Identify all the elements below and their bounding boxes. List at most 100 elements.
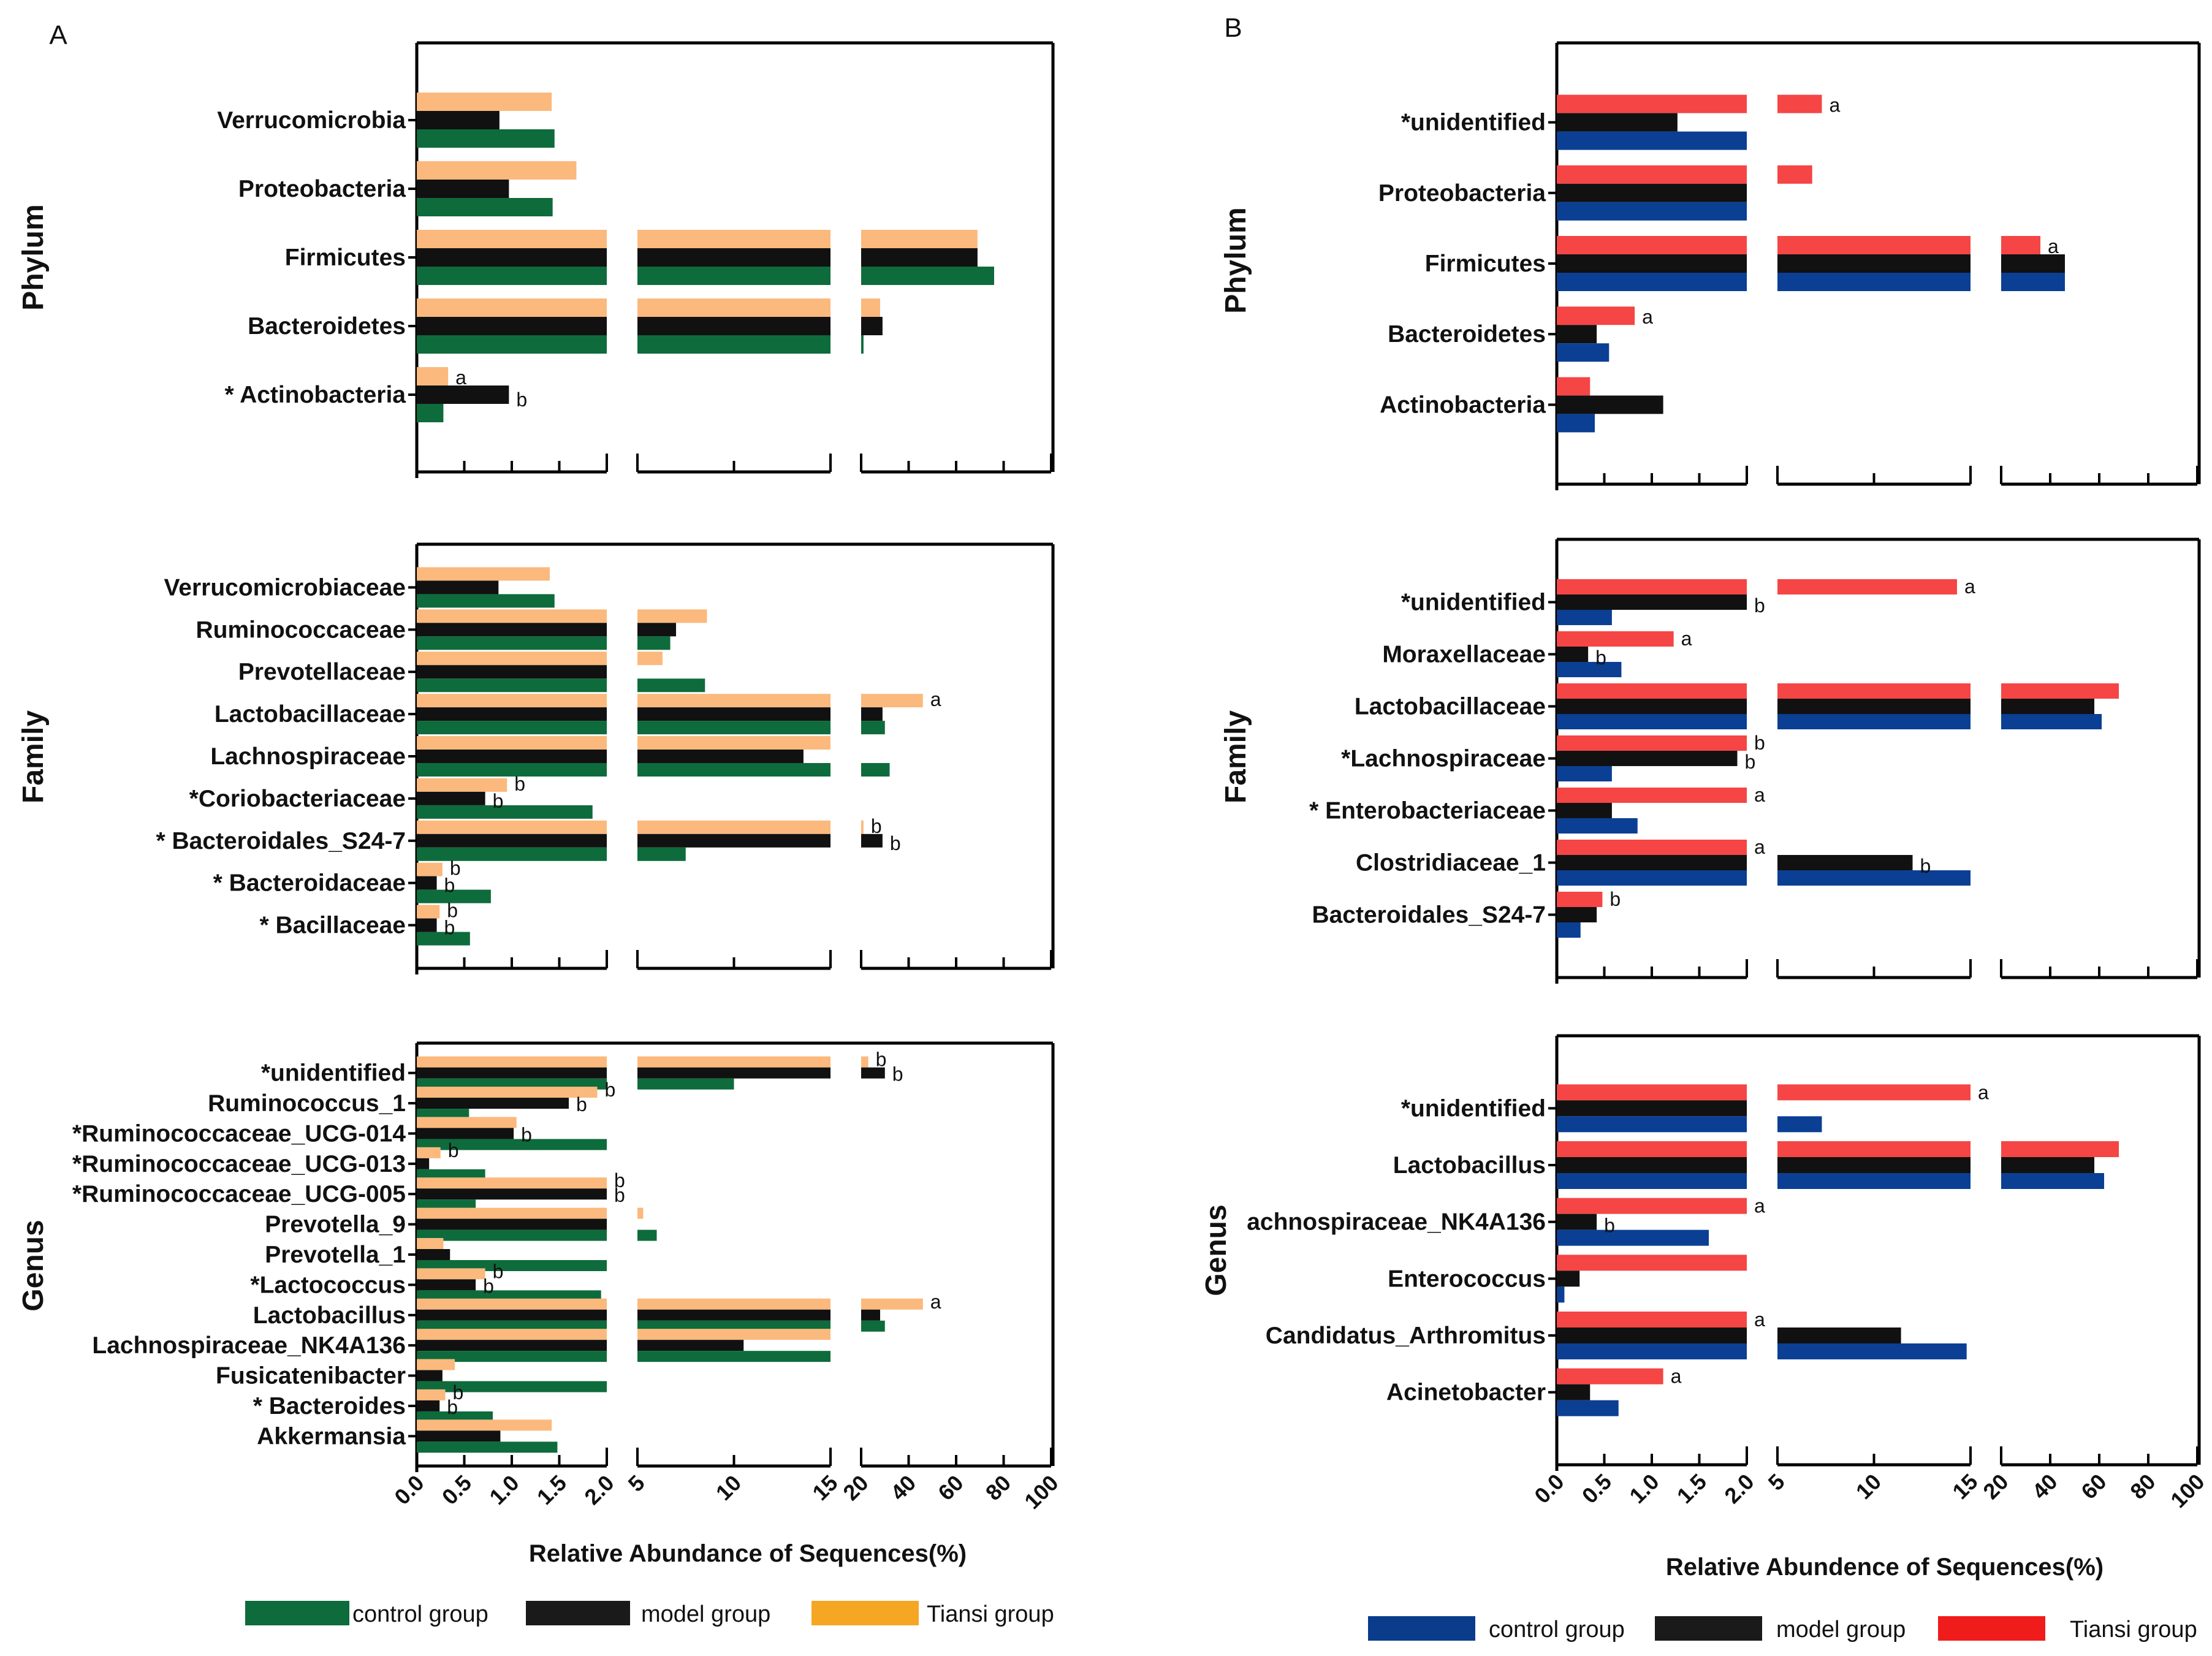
panel-a-phylum-bar-control xyxy=(417,335,607,354)
panel-a-family-bar-control xyxy=(417,847,607,861)
panel-a-family-bar-tiansi xyxy=(637,694,830,708)
panel-b-phylum-bar-tiansi xyxy=(1557,306,1635,325)
panel-a-family-bar-tiansi xyxy=(637,609,707,623)
panel-a-genus-category-label: *unidentified xyxy=(261,1060,406,1087)
panel-b-genus-category-label: Candidatus_Arthromitus xyxy=(1266,1323,1546,1349)
panel-a-family-bar-tiansi xyxy=(417,778,507,792)
panel-a-genus-sig-label-model: b xyxy=(521,1123,532,1145)
panel-a-x-axis-title: Relative Abundance of Sequences(%) xyxy=(529,1540,967,1567)
panel-a-family-category-label: * Bacteroidaceae xyxy=(213,870,406,897)
panel-b-phylum-category-label: Actinobacteria xyxy=(1380,392,1546,418)
panel-b-genus-category-label: Enterococcus xyxy=(1388,1266,1546,1292)
panel-a-family-bar-tiansi xyxy=(417,820,607,834)
panel-b-family-bar-control xyxy=(1557,610,1612,625)
panel-b-phylum-bar-control xyxy=(1777,273,1971,291)
panel-a-phylum-bar-control xyxy=(637,335,830,354)
panel-b-family-bar-control xyxy=(1557,818,1638,834)
panel-a-genus-bar-control xyxy=(637,1229,657,1241)
panel-a-genus-x-tick-label: 20 xyxy=(838,1470,873,1505)
panel-a-phylum-sig-label-tiansi: a xyxy=(455,367,466,389)
panel-a-phylum-bar-control xyxy=(417,129,555,148)
panel-a-genus-bar-tiansi xyxy=(637,1056,830,1068)
panel-a-family-bar-model xyxy=(417,750,607,763)
panel-a-phylum-bar-tiansi xyxy=(417,93,552,111)
panel-a-genus-sig-label-tiansi: b xyxy=(493,1260,504,1282)
panel-a-family-bar-tiansi xyxy=(417,567,550,581)
panel-a-phylum-bar-model xyxy=(417,386,509,404)
panel-a-genus-bar-model xyxy=(417,1128,514,1139)
panel-a-phylum-bar-tiansi xyxy=(417,230,607,248)
panel-a-phylum-category-label: * Actinobacteria xyxy=(225,382,406,408)
panel-a-genus-bar-model xyxy=(417,1309,607,1321)
panel-a-genus-x-tick-label: 10 xyxy=(711,1470,746,1505)
panel-a-genus-x-tick-label: 60 xyxy=(933,1470,968,1505)
panel-b-legend-swatch xyxy=(1938,1616,2045,1641)
panel-b-legend-swatch xyxy=(1368,1616,1475,1641)
panel-b-genus-x-tick-label: 5 xyxy=(1763,1469,1790,1495)
panel-b-family-sig-label-tiansi: b xyxy=(1754,732,1765,754)
panel-b-family-category-label: *unidentified xyxy=(1401,590,1546,616)
panel-b-genus-category-label: Lactobacillus xyxy=(1393,1152,1546,1179)
panel-a-genus-sig-label-tiansi: b xyxy=(453,1381,464,1403)
panel-b-genus-bar-control xyxy=(1557,1343,1747,1359)
panel-a-genus-bar-tiansi xyxy=(417,1087,598,1098)
panel-b-phylum-bar-control xyxy=(1557,343,1610,362)
panel-b-label: B xyxy=(1224,13,1242,43)
panel-a-genus-category-label: Prevotella_1 xyxy=(265,1242,406,1268)
panel-a-legend-swatch xyxy=(245,1601,349,1625)
panel-b-phylum-bar-tiansi xyxy=(1557,377,1591,396)
panel-b-phylum-sig-label-tiansi: a xyxy=(1829,94,1840,116)
panel-a-family-sig-label-model: b xyxy=(890,832,901,854)
panel-b-family-bar-model xyxy=(1777,855,1913,870)
panel-a-phylum-bar-model xyxy=(417,180,509,198)
panel-a-genus-bar-control xyxy=(417,1351,607,1362)
panel-a-genus-bar-model xyxy=(637,1309,830,1321)
panel-a-family-sig-label-model: b xyxy=(493,790,504,812)
panel-b-legend-label: model group xyxy=(1776,1617,1906,1643)
panel-a-genus-category-label: Prevotella_9 xyxy=(265,1212,406,1238)
panel-b-genus-bar-tiansi xyxy=(1557,1368,1663,1384)
panel-b-family-category-label: * Enterobacteriaceae xyxy=(1309,798,1546,824)
panel-b-genus-x-tick-label: 60 xyxy=(2076,1469,2111,1504)
panel-a-family-bar-control xyxy=(861,763,890,777)
panel-b-phylum-bar-control xyxy=(1557,273,1747,291)
panel-a-family-bar-control xyxy=(417,763,607,777)
panel-a-family-category-label: * Bacillaceae xyxy=(259,913,406,939)
panel-b-phylum-bar-tiansi xyxy=(1777,94,1822,113)
panel-a-genus-x-tick-label: 5 xyxy=(623,1470,650,1497)
panel-a-genus-x-tick-label: 100 xyxy=(1019,1470,1063,1514)
panel-b-genus-sig-label-tiansi: a xyxy=(1754,1195,1765,1217)
panel-a-family-bar-tiansi xyxy=(861,694,923,708)
panel-b-genus-x-tick-label: 40 xyxy=(2027,1469,2062,1504)
panel-a-genus-bar-tiansi xyxy=(861,1298,923,1310)
panel-a-genus-x-tick-label: 15 xyxy=(807,1470,842,1505)
panel-a-genus-bar-control xyxy=(417,1381,607,1392)
panel-a-genus-x-tick-label: 40 xyxy=(886,1470,921,1505)
panel-b-genus-bar-tiansi xyxy=(1777,1084,1971,1101)
panel-b-phylum-bar-tiansi xyxy=(1777,236,1971,254)
panel-a-genus-category-label: *Ruminococcaceae_UCG-013 xyxy=(72,1151,406,1177)
panel-b-x-axis-title: Relative Abundence of Sequences(%) xyxy=(1666,1554,2104,1581)
panel-a-genus-bar-model xyxy=(417,1430,501,1442)
panel-b-family-bar-model xyxy=(1557,803,1612,818)
panel-a-legend-swatch xyxy=(811,1601,919,1625)
panel-b-family-category-label: Lactobacillaceae xyxy=(1355,694,1546,720)
panel-a-genus-bar-tiansi xyxy=(417,1298,607,1310)
panel-a-phylum-bar-model xyxy=(417,111,500,129)
panel-a-phylum-category-label: Firmicutes xyxy=(285,245,406,271)
panel-a-genus-sig-label-tiansi: b xyxy=(448,1139,459,1161)
panel-a-genus-sig-label-tiansi: b xyxy=(876,1049,887,1071)
panel-b-family-bar-control xyxy=(2001,714,2102,729)
panel-b-phylum-bar-tiansi xyxy=(1557,236,1747,254)
panel-a-family-bar-control xyxy=(637,763,830,777)
panel-a-genus-category-label: Akkermansia xyxy=(257,1423,406,1449)
panel-a-family-bar-tiansi xyxy=(417,905,440,919)
panel-a-family-bar-tiansi xyxy=(417,694,607,708)
panel-b-genus-bar-control xyxy=(1777,1173,1971,1189)
panel-a-family-bar-tiansi xyxy=(637,651,663,666)
panel-a-phylum-bar-model xyxy=(637,317,830,335)
panel-a-phylum-bar-control xyxy=(417,267,607,285)
panel-b-family-bar-tiansi xyxy=(1557,579,1747,594)
panel-b-genus-x-tick-label: 1.0 xyxy=(1624,1469,1663,1508)
